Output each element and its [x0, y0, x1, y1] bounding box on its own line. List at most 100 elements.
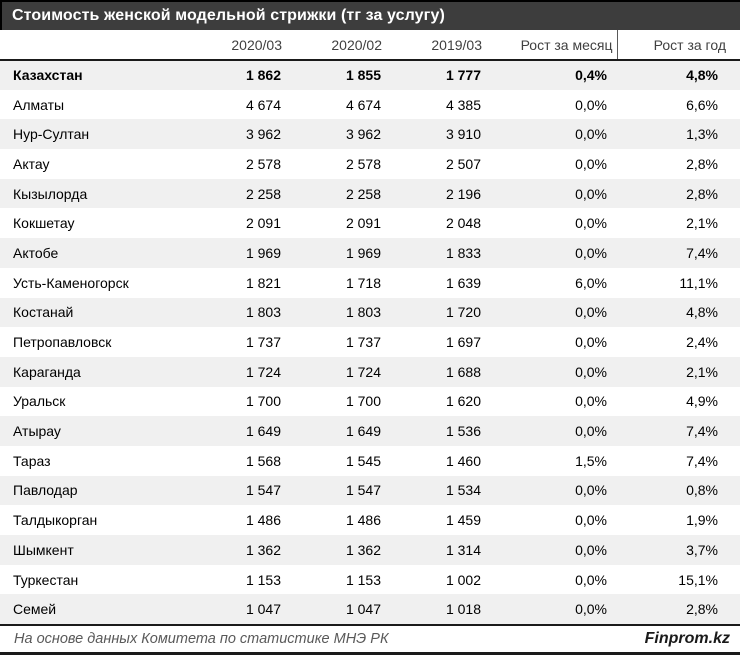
table-row: Петропавловск 1 737 1 737 1 697 0,0% 2,4… [0, 327, 740, 357]
table-row: Нур-Султан 3 962 3 962 3 910 0,0% 1,3% [0, 119, 740, 150]
cell-growth-year: 6,6% [686, 96, 718, 113]
cell-2019-03: 2 048 [445, 215, 481, 232]
cell-growth-month: 0,0% [575, 393, 607, 410]
cell-2019-03: 1 697 [445, 334, 481, 351]
col-header-2020-02: 2020/02 [331, 36, 382, 53]
price-table: 2020/03 2020/02 2019/03 Рост за месяц Ро… [0, 30, 740, 625]
cell-city: Усть-Каменогорск [13, 274, 129, 291]
table-row: Усть-Каменогорск 1 821 1 718 1 639 6,0% … [0, 268, 740, 298]
cell-city: Шымкент [13, 541, 74, 558]
cell-2020-02: 1 803 [345, 304, 381, 321]
cell-city: Петропавловск [13, 334, 112, 351]
cell-city: Уральск [13, 393, 66, 410]
table-row: Кокшетау 2 091 2 091 2 048 0,0% 2,1% [0, 208, 740, 238]
table-row: Семей 1 047 1 047 1 018 0,0% 2,8% [0, 594, 740, 625]
table-row: Талдыкорган 1 486 1 486 1 459 0,0% 1,9% [0, 505, 740, 535]
table-row: Костанай 1 803 1 803 1 720 0,0% 4,8% [0, 297, 740, 328]
cell-2020-02: 1 153 [345, 571, 381, 588]
cell-2020-02: 1 700 [345, 393, 381, 410]
cell-growth-year: 2,1% [686, 215, 718, 232]
cell-2020-03: 1 568 [245, 452, 281, 469]
cell-growth-month: 0,0% [575, 96, 607, 113]
cell-growth-year: 2,8% [686, 185, 718, 202]
cell-2019-03: 1 460 [445, 452, 481, 469]
cell-2020-03: 1 969 [245, 244, 281, 261]
table-row: Актобе 1 969 1 969 1 833 0,0% 7,4% [0, 238, 740, 268]
table-row: Шымкент 1 362 1 362 1 314 0,0% 3,7% [0, 535, 740, 565]
cell-2020-02: 1 547 [345, 482, 381, 499]
cell-growth-year: 7,4% [686, 423, 718, 440]
cell-growth-year: 2,8% [686, 601, 718, 618]
cell-2020-02: 1 718 [345, 274, 381, 291]
cell-growth-year: 4,8% [686, 67, 718, 84]
cell-2020-02: 1 362 [345, 541, 381, 558]
cell-2019-03: 1 620 [445, 393, 481, 410]
cell-growth-year: 4,9% [686, 393, 718, 410]
table-row: Тараз 1 568 1 545 1 460 1,5% 7,4% [0, 446, 740, 476]
cell-2020-02: 1 649 [345, 423, 381, 440]
table-title: Стоимость женской модельной стрижки (тг … [12, 7, 445, 24]
cell-2020-03: 2 578 [245, 155, 281, 172]
col-header-2020-03: 2020/03 [231, 36, 282, 53]
cell-2020-03: 4 674 [245, 96, 281, 113]
cell-city: Семей [13, 601, 57, 618]
cell-city: Кокшетау [13, 215, 75, 232]
cell-2020-03: 1 047 [245, 601, 281, 618]
cell-city: Алматы [13, 96, 65, 113]
cell-growth-month: 0,0% [575, 482, 607, 499]
cell-2019-03: 1 720 [445, 304, 481, 321]
cell-2020-03: 1 153 [245, 571, 281, 588]
cell-2019-03: 1 314 [445, 541, 481, 558]
cell-2019-03: 1 459 [445, 512, 481, 529]
cell-growth-year: 7,4% [686, 244, 718, 261]
cell-city: Туркестан [13, 571, 79, 588]
cell-2019-03: 1 688 [445, 363, 481, 380]
cell-growth-month: 0,0% [575, 155, 607, 172]
cell-2019-03: 1 002 [445, 571, 481, 588]
cell-growth-year: 11,1% [679, 274, 718, 291]
cell-2020-03: 2 091 [245, 215, 281, 232]
cell-2020-02: 1 486 [345, 512, 381, 529]
cell-growth-month: 0,0% [575, 512, 607, 529]
cell-2020-03: 1 737 [245, 334, 281, 351]
cell-growth-month: 6,0% [575, 274, 607, 291]
table-row: Кызылорда 2 258 2 258 2 196 0,0% 2,8% [0, 178, 740, 209]
table-body: Казахстан 1 862 1 855 1 777 0,4% 4,8% Ал… [0, 60, 740, 625]
cell-2019-03: 1 639 [445, 274, 481, 291]
cell-2020-02: 1 724 [345, 363, 381, 380]
cell-growth-year: 4,8% [686, 304, 718, 321]
cell-growth-month: 0,0% [575, 304, 607, 321]
finprom-brand: Finprom.kz [644, 630, 730, 648]
col-header-2019-03: 2019/03 [431, 36, 482, 53]
cell-growth-year: 7,4% [686, 452, 718, 469]
cell-2019-03: 1 536 [445, 423, 481, 440]
cell-growth-year: 1,3% [686, 126, 718, 143]
cell-2020-03: 1 362 [245, 541, 281, 558]
cell-2020-02: 1 047 [345, 601, 381, 618]
cell-growth-year: 2,1% [686, 363, 718, 380]
cell-2019-03: 1 534 [445, 482, 481, 499]
cell-2019-03: 1 018 [445, 601, 481, 618]
cell-2020-03: 1 724 [245, 363, 281, 380]
cell-2020-03: 2 258 [245, 185, 281, 202]
cell-2020-02: 2 258 [345, 185, 381, 202]
cell-growth-month: 0,0% [575, 541, 607, 558]
cell-2020-03: 1 649 [245, 423, 281, 440]
cell-growth-month: 0,0% [575, 571, 607, 588]
cell-2020-02: 1 737 [345, 334, 381, 351]
col-header-city [0, 30, 215, 60]
cell-growth-month: 0,0% [575, 334, 607, 351]
col-header-growth-year: Рост за год [653, 36, 726, 53]
table-title-bar: Стоимость женской модельной стрижки (тг … [0, 0, 740, 30]
cell-2019-03: 2 196 [445, 185, 481, 202]
cell-2019-03: 1 833 [445, 244, 481, 261]
cell-growth-month: 0,0% [575, 244, 607, 261]
cell-2020-03: 1 700 [245, 393, 281, 410]
cell-growth-month: 0,0% [575, 126, 607, 143]
cell-city: Актау [13, 155, 50, 172]
cell-city: Костанай [13, 304, 74, 321]
cell-growth-month: 0,4% [575, 67, 607, 84]
table-row: Алматы 4 674 4 674 4 385 0,0% 6,6% [0, 90, 740, 120]
table-row: Павлодар 1 547 1 547 1 534 0,0% 0,8% [0, 475, 740, 506]
